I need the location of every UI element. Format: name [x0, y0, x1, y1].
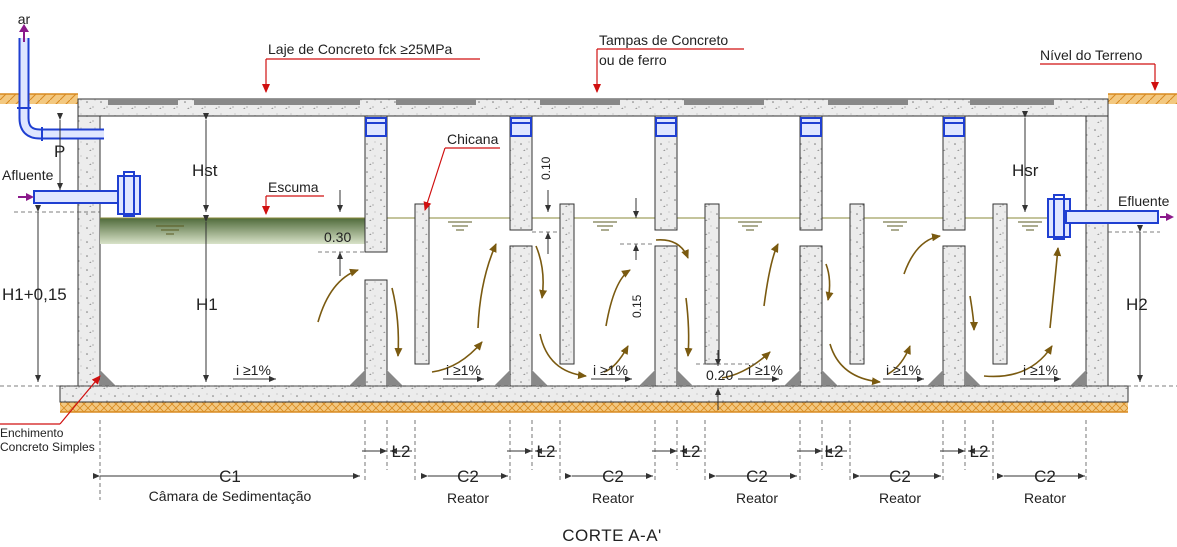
label-reator-1: Reator [447, 490, 489, 506]
vent-pipe [17, 24, 104, 141]
inlet-pipe [18, 171, 141, 217]
label-escuma: Escuma [268, 179, 319, 195]
label-h1-015: H1+0,15 [2, 285, 67, 304]
label-p: P [54, 142, 65, 161]
label-l2-5: L2 [970, 442, 989, 461]
label-c2-3: C2 [746, 467, 768, 486]
label-enchimento-line2: Concreto Simples [0, 440, 95, 454]
water-level-symbols [156, 221, 1042, 235]
leader-arrows [0, 48, 1159, 425]
label-c2-2: C2 [602, 467, 624, 486]
label-reator-4: Reator [879, 490, 921, 506]
flow-arrows [317, 233, 1062, 386]
extension-lines [0, 211, 1177, 500]
label-reator-3: Reator [736, 490, 778, 506]
outlet-pipe [1047, 194, 1174, 240]
label-ar: ar [18, 11, 31, 27]
label-afluente: Afluente [2, 167, 54, 183]
top-slab [77, 98, 1109, 117]
label-dim-010: 0.10 [539, 156, 553, 180]
label-dim-030: 0.30 [324, 229, 351, 245]
right-wall [1085, 115, 1109, 387]
label-dim-020: 0.20 [706, 367, 733, 383]
label-slope-4: i ≥1% [748, 362, 783, 378]
label-chicana: Chicana [447, 131, 499, 147]
label-l2-3: L2 [682, 442, 701, 461]
base-slab [59, 385, 1129, 403]
label-slope-6: i ≥1% [1023, 362, 1058, 378]
label-laje: Laje de Concreto fck ≥25MPa [268, 41, 453, 57]
label-hst: Hst [192, 161, 218, 180]
ground-soil [0, 93, 1177, 413]
label-h1: H1 [196, 295, 218, 314]
baffles [414, 203, 1008, 365]
label-efluente: Efluente [1118, 193, 1170, 209]
label-l2-2: L2 [537, 442, 556, 461]
label-c1-caption: Câmara de Sedimentação [149, 488, 312, 504]
label-reator-2: Reator [592, 490, 634, 506]
inspection-pipes [365, 117, 965, 137]
label-slope-1: i ≥1% [236, 362, 271, 378]
label-c2-1: C2 [457, 467, 479, 486]
section-title: CORTE A-A' [562, 526, 662, 545]
label-hsr: Hsr [1012, 161, 1039, 180]
dimension-lines [35, 111, 1143, 479]
label-enchimento-line1: Enchimento [0, 426, 64, 440]
label-l2-1: L2 [392, 442, 411, 461]
label-c2-5: C2 [1034, 467, 1056, 486]
label-slope-3: i ≥1% [593, 362, 628, 378]
label-slope-2: i ≥1% [446, 362, 481, 378]
concrete-fill-wedges [100, 370, 1086, 386]
label-nivel-terreno: Nível do Terreno [1040, 47, 1143, 63]
label-c2-4: C2 [889, 467, 911, 486]
label-l2-4: L2 [825, 442, 844, 461]
label-tampas-line1: Tampas de Concreto [599, 32, 728, 48]
scum-layer [100, 218, 365, 244]
left-wall [77, 115, 101, 387]
label-c1: C1 [219, 467, 241, 486]
partition-walls [364, 115, 966, 387]
label-reator-5: Reator [1024, 490, 1066, 506]
label-h2: H2 [1126, 295, 1148, 314]
label-slope-5: i ≥1% [886, 362, 921, 378]
label-dim-015: 0.15 [630, 294, 644, 318]
label-tampas-line2: ou de ferro [599, 52, 667, 68]
